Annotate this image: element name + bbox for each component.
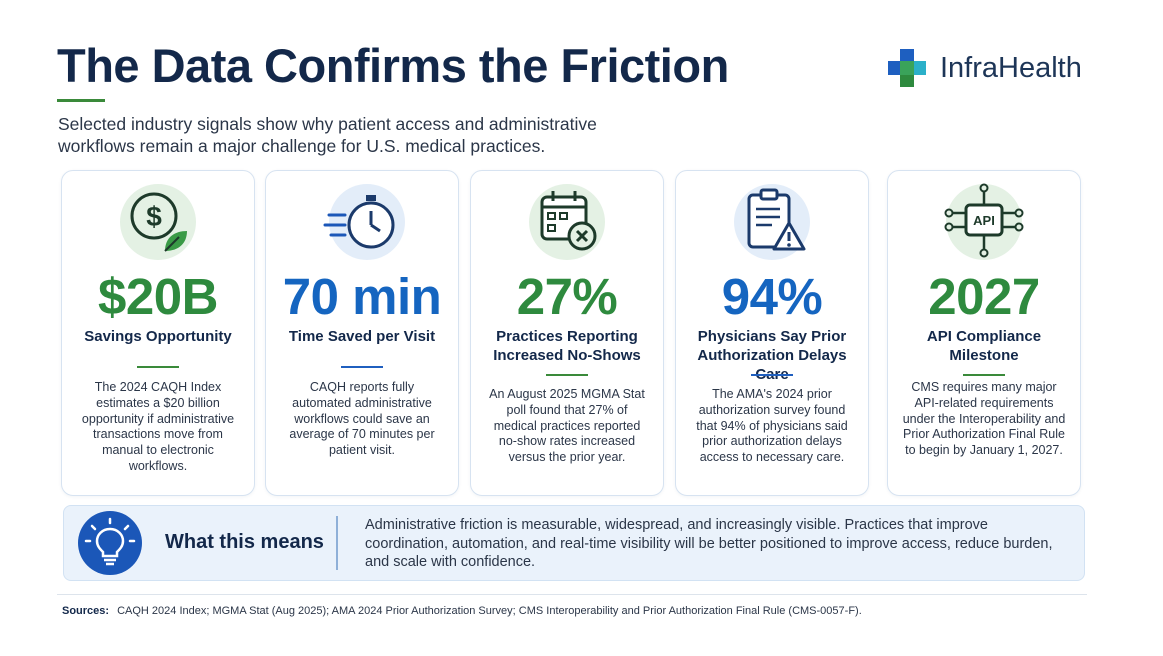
stat-value: $20B — [98, 268, 218, 325]
dollar-plant-icon: $ — [120, 184, 196, 260]
sources-divider — [57, 594, 1087, 595]
stat-card-time-saved: 70 min Time Saved per Visit CAQH reports… — [265, 170, 459, 496]
api-chip-icon: API — [944, 183, 1024, 260]
stat-label: Time Saved per Visit — [288, 328, 436, 345]
sources-label: Sources: — [62, 605, 110, 617]
stat-description: An August 2025 MGMA Stat poll found that… — [489, 387, 645, 465]
stat-description: The AMA's 2024 prior authorization surve… — [696, 387, 848, 465]
svg-text:API: API — [973, 213, 995, 228]
stat-value: 27% — [516, 268, 618, 325]
logo-text: InfraHealth — [940, 51, 1082, 84]
svg-text:$: $ — [146, 201, 162, 232]
stat-card-no-shows: 27% Practices Reporting Increased No-Sho… — [470, 170, 664, 496]
stat-value: 94% — [721, 268, 823, 325]
stopwatch-icon — [323, 184, 405, 260]
medical-cross-logo-icon — [888, 49, 926, 87]
what-this-means-panel: What this means Administrative friction … — [63, 505, 1085, 581]
stat-description: CAQH reports fully automated administrat… — [289, 380, 435, 458]
stat-divider — [751, 374, 793, 376]
stat-value: 70 min — [282, 268, 442, 325]
infrahealth-logo: InfraHealth — [886, 47, 1082, 89]
stat-divider — [137, 366, 179, 368]
sources-text: CAQH 2024 Index; MGMA Stat (Aug 2025); A… — [117, 605, 862, 617]
stat-divider — [341, 366, 383, 368]
stat-label: Savings Opportunity — [84, 328, 232, 345]
page-subtitle: Selected industry signals show why patie… — [58, 114, 597, 156]
stat-label: Practices Reporting Increased No-Shows — [493, 328, 641, 364]
stat-card-prior-auth: 94% Physicians Say Prior Authorization D… — [675, 170, 869, 496]
stat-description: The 2024 CAQH Index estimates a $20 bill… — [81, 380, 235, 473]
clipboard-warning-icon — [734, 184, 810, 260]
calendar-x-icon — [529, 184, 605, 260]
meaning-title: What this means — [165, 531, 324, 553]
stat-divider — [546, 374, 588, 376]
stat-card-savings: $ $20B Savings Opportunity The 2024 CAQH… — [61, 170, 255, 496]
sources-footnote: Sources: CAQH 2024 Index; MGMA Stat (Aug … — [62, 605, 862, 617]
page-title: The Data Confirms the Friction — [57, 39, 729, 92]
stat-card-api-compliance: API 2027 API Compliance Milestone CMS re… — [887, 170, 1081, 496]
meaning-text: Administrative friction is measurable, w… — [365, 517, 1053, 570]
title-underline — [57, 99, 105, 102]
stat-description: CMS requires many major API-related requ… — [902, 380, 1066, 458]
stat-value: 2027 — [928, 268, 1040, 325]
meaning-divider — [336, 516, 338, 570]
stat-divider — [963, 374, 1005, 376]
stat-label: API Compliance Milestone — [926, 328, 1042, 364]
lightbulb-icon — [78, 511, 142, 575]
